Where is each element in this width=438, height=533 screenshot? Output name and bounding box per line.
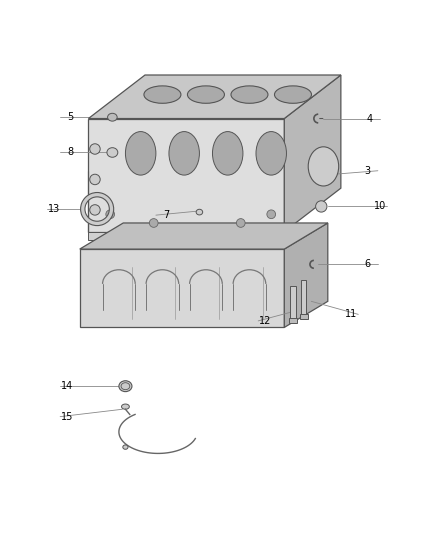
Polygon shape [284, 75, 341, 232]
Text: 10: 10 [374, 201, 386, 212]
Text: 15: 15 [61, 411, 73, 422]
Polygon shape [88, 118, 284, 232]
Ellipse shape [231, 86, 268, 103]
Text: 11: 11 [345, 309, 357, 319]
Text: 13: 13 [48, 204, 60, 214]
Ellipse shape [187, 86, 224, 103]
Text: 12: 12 [259, 316, 271, 326]
Text: 4: 4 [367, 114, 373, 124]
Text: 6: 6 [365, 260, 371, 269]
Text: 3: 3 [365, 166, 371, 176]
Circle shape [90, 174, 100, 184]
Text: 7: 7 [162, 210, 169, 220]
Ellipse shape [119, 381, 132, 392]
Ellipse shape [256, 132, 286, 175]
FancyBboxPatch shape [290, 286, 296, 323]
Ellipse shape [169, 132, 199, 175]
Polygon shape [80, 223, 328, 249]
Polygon shape [88, 232, 284, 240]
Circle shape [90, 205, 100, 215]
Ellipse shape [144, 86, 181, 103]
Polygon shape [88, 75, 341, 118]
Polygon shape [80, 249, 284, 327]
Circle shape [316, 201, 327, 212]
Circle shape [237, 219, 245, 228]
Ellipse shape [196, 209, 203, 215]
Ellipse shape [108, 114, 117, 121]
Circle shape [106, 210, 115, 219]
Text: 14: 14 [61, 381, 73, 391]
FancyBboxPatch shape [301, 279, 307, 319]
FancyBboxPatch shape [289, 318, 297, 323]
Text: 8: 8 [67, 148, 73, 157]
Circle shape [267, 210, 276, 219]
Ellipse shape [107, 148, 118, 157]
Ellipse shape [275, 86, 311, 103]
Circle shape [149, 219, 158, 228]
Ellipse shape [308, 147, 339, 186]
Ellipse shape [125, 132, 156, 175]
FancyBboxPatch shape [300, 313, 308, 319]
Ellipse shape [212, 132, 243, 175]
Polygon shape [284, 223, 328, 327]
Ellipse shape [123, 445, 128, 449]
Text: 5: 5 [67, 112, 73, 122]
Circle shape [90, 144, 100, 154]
Ellipse shape [121, 404, 129, 409]
